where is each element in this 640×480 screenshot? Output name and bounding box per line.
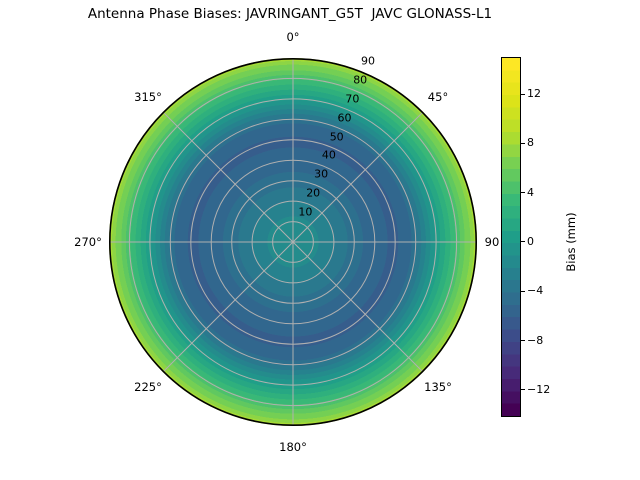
colorbar-tick-label: 4 [527, 185, 534, 199]
colorbar-tick [521, 340, 525, 342]
colorbar-tick [521, 241, 525, 243]
angular-tick-label: 315° [134, 90, 162, 104]
radial-tick-label: 70 [345, 92, 360, 106]
polar-heatmap-disk [109, 58, 477, 426]
colorbar-tick-label: 12 [527, 87, 541, 100]
angular-tick-label: 0° [286, 30, 300, 44]
colorbar-tick [521, 290, 525, 292]
radial-tick-label: 50 [329, 130, 344, 143]
angular-tick-label: 90 [484, 235, 500, 249]
radial-tick-label: 80 [353, 73, 368, 87]
colorbar-tick [521, 192, 525, 194]
colorbar-label: Bias (mm) [564, 212, 578, 272]
chart-title: Antenna Phase Biases: JAVRINGANT_G5T JAV… [87, 6, 493, 22]
angular-tick-label: 45° [427, 90, 449, 104]
radial-tick-label: 60 [337, 111, 352, 125]
colorbar-gradient [502, 58, 520, 416]
colorbar-tick-label: 8 [527, 136, 534, 150]
radial-tick-label: 10 [298, 205, 313, 219]
angular-tick-label: 135° [424, 380, 452, 394]
colorbar-tick-label: −12 [527, 382, 551, 396]
radial-tick-label: 20 [306, 186, 321, 200]
colorbar-tick [521, 142, 525, 144]
radial-tick-label: 30 [314, 167, 329, 181]
angular-tick-label: 180° [279, 440, 307, 454]
angular-tick-label: 270° [74, 235, 102, 249]
colorbar-tick-label: 0 [527, 234, 534, 248]
colorbar [501, 57, 521, 417]
radial-tick-label: 40 [321, 148, 336, 162]
angular-tick-label: 225° [134, 380, 162, 394]
colorbar-tick-label: −4 [527, 284, 544, 298]
colorbar-tick [521, 93, 525, 95]
radial-tick-label: 90 [361, 54, 375, 68]
colorbar-tick [521, 389, 525, 391]
colorbar-tick-label: −8 [527, 333, 544, 347]
